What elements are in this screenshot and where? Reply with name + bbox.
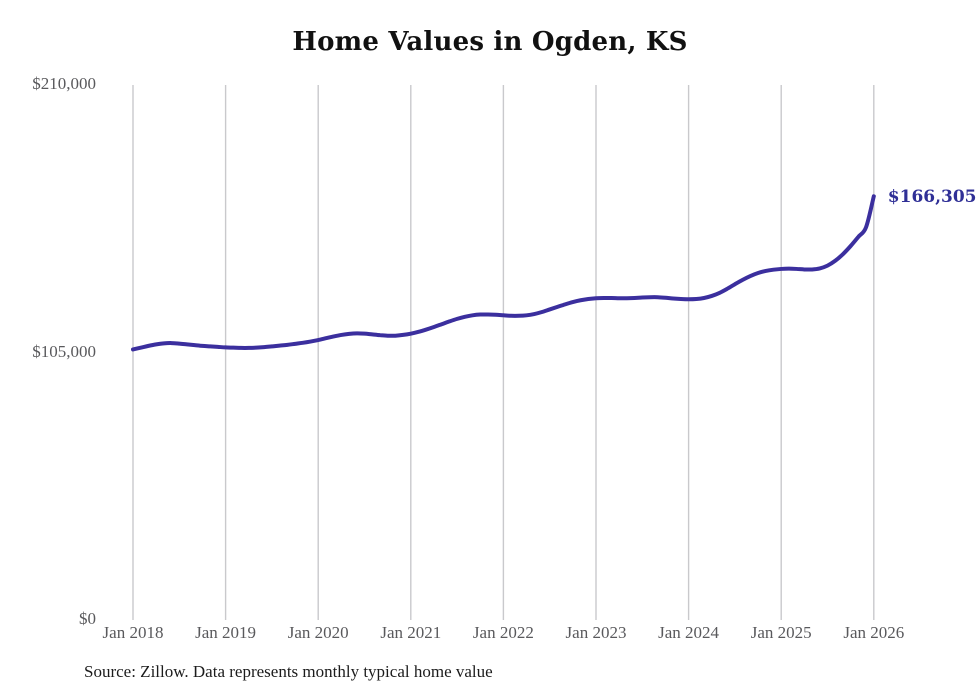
x-tick-label: Jan 2019 <box>195 623 257 642</box>
x-tick-label: Jan 2018 <box>102 623 164 642</box>
x-tick-label: Jan 2026 <box>843 623 905 642</box>
source-note: Source: Zillow. Data represents monthly … <box>84 662 493 681</box>
x-tick-label: Jan 2023 <box>565 623 627 642</box>
x-tick-label: Jan 2020 <box>287 623 349 642</box>
end-value-label: $166,305 <box>887 187 977 208</box>
y-tick-label: $105,000 <box>32 341 96 361</box>
x-tick-label: Jan 2022 <box>472 623 534 642</box>
x-gridlines <box>132 85 875 620</box>
x-tick-label: Jan 2025 <box>750 623 812 642</box>
y-tick-label: $210,000 <box>32 74 96 93</box>
x-tick-label: Jan 2021 <box>380 623 442 642</box>
x-tick-label: Jan 2024 <box>658 623 720 642</box>
home-value-line <box>131 194 876 352</box>
chart-title: Home Values in Ogden, KS <box>292 27 688 57</box>
y-tick-label: $0 <box>79 609 96 628</box>
